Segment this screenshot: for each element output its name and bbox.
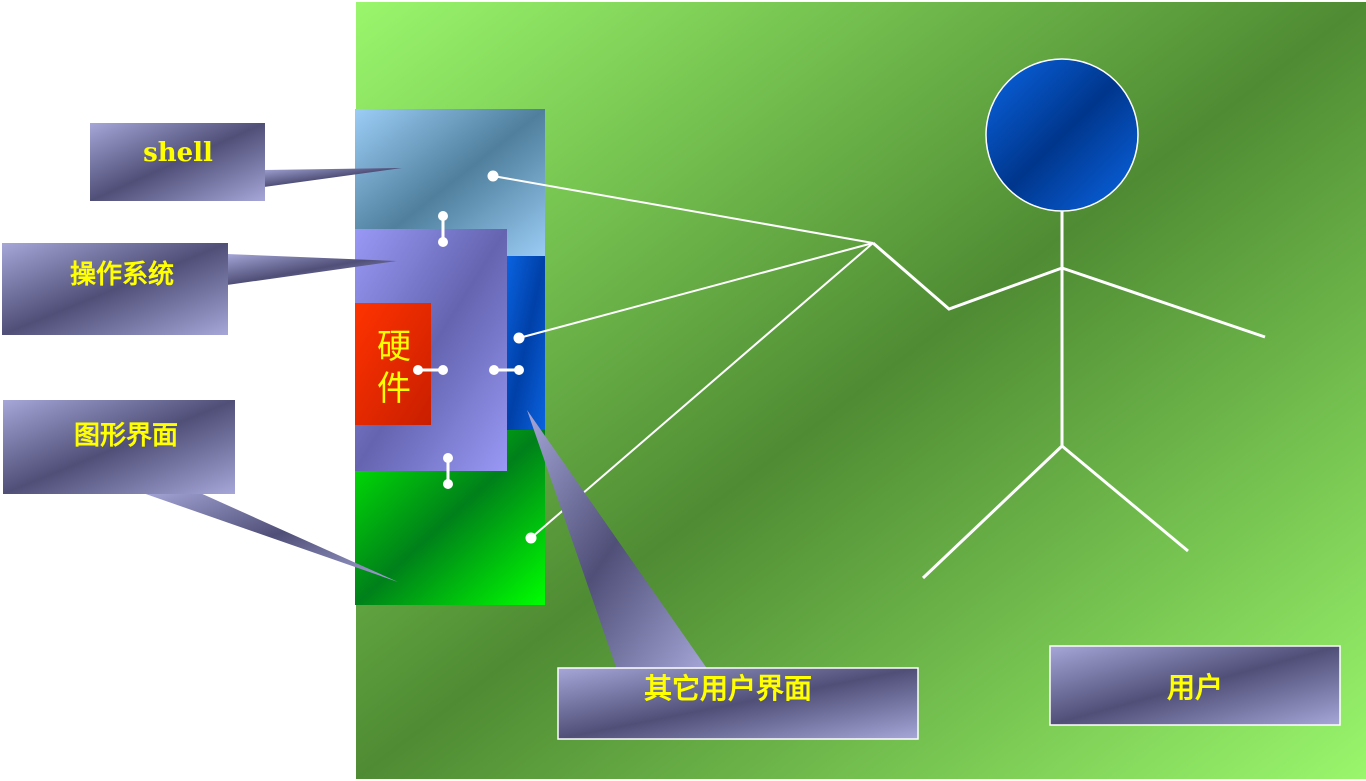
callout-shell: shell bbox=[90, 123, 402, 201]
hardware-block bbox=[355, 303, 431, 425]
callout-shell-label: shell bbox=[143, 138, 213, 168]
callout-os-label: 操作系统 bbox=[70, 259, 174, 290]
label-user: 用户 bbox=[1049, 645, 1341, 726]
hardware-label-1: 硬 bbox=[377, 327, 411, 367]
interface-connectors bbox=[413, 211, 524, 489]
callout-os: 操作系统 bbox=[2, 243, 397, 335]
user-head bbox=[985, 58, 1139, 212]
callout-gui: 图形界面 bbox=[3, 400, 398, 582]
user-access-lines bbox=[487, 170, 874, 544]
other-ui-layer bbox=[507, 256, 545, 432]
callout-gui-label: 图形界面 bbox=[74, 421, 178, 451]
user-figure bbox=[872, 58, 1266, 580]
label-user-text: 用户 bbox=[1167, 671, 1223, 704]
callout-other-ui-label: 其它用户界面 bbox=[644, 672, 812, 705]
callout-other-ui: 其它用户界面 bbox=[527, 410, 919, 740]
hardware-label-2: 件 bbox=[377, 369, 411, 409]
